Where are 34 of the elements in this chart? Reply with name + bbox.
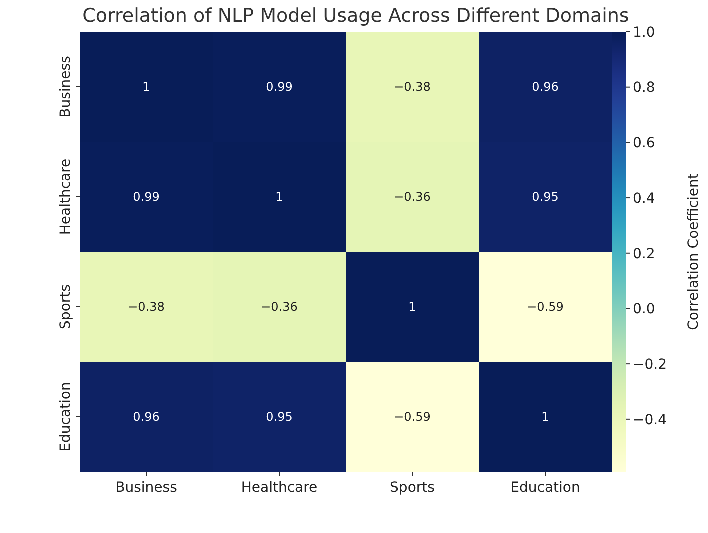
- data-label: 1: [276, 190, 284, 204]
- color-bar-label: 0.8: [633, 80, 656, 96]
- data-label: 1: [142, 80, 150, 94]
- data-label: 0.99: [133, 190, 160, 204]
- y-tick-label: Sports: [58, 284, 74, 330]
- color-bar-label: 0.2: [633, 246, 656, 262]
- color-bar-label: 0.0: [633, 302, 656, 318]
- data-label: −0.59: [394, 410, 431, 424]
- data-label: 1: [542, 410, 550, 424]
- x-tick-label: Sports: [390, 480, 435, 496]
- x-tick-label: Healthcare: [241, 480, 318, 496]
- color-bar-label: −0.2: [633, 356, 667, 373]
- data-label: 0.96: [133, 410, 160, 424]
- color-bar-title: Correlation Coefficient: [686, 173, 702, 330]
- data-label: −0.36: [261, 300, 298, 314]
- y-tick-label: Business: [58, 56, 74, 118]
- data-label: −0.36: [394, 190, 431, 204]
- chart-title: Correlation of NLP Model Usage Across Different Domains: [82, 5, 630, 27]
- data-label: −0.59: [527, 300, 564, 314]
- y-tick-label: Healthcare: [58, 158, 74, 236]
- color-bar-label: 0.4: [633, 190, 656, 207]
- data-label: 0.95: [266, 410, 293, 424]
- data-label: 0.95: [532, 190, 559, 204]
- data-label: 1: [408, 300, 416, 314]
- color-bar-label: 1.0: [633, 24, 656, 41]
- data-label: 0.99: [266, 80, 293, 94]
- y-tick-label: Education: [58, 382, 74, 452]
- x-tick-label: Education: [510, 480, 580, 496]
- data-label: −0.38: [394, 80, 431, 94]
- x-tick-label: Business: [116, 480, 178, 496]
- data-label: 0.96: [532, 80, 559, 94]
- data-label: −0.38: [128, 300, 165, 314]
- color-bar-label: −0.4: [633, 412, 668, 428]
- color-bar-label: 0.6: [633, 136, 656, 152]
